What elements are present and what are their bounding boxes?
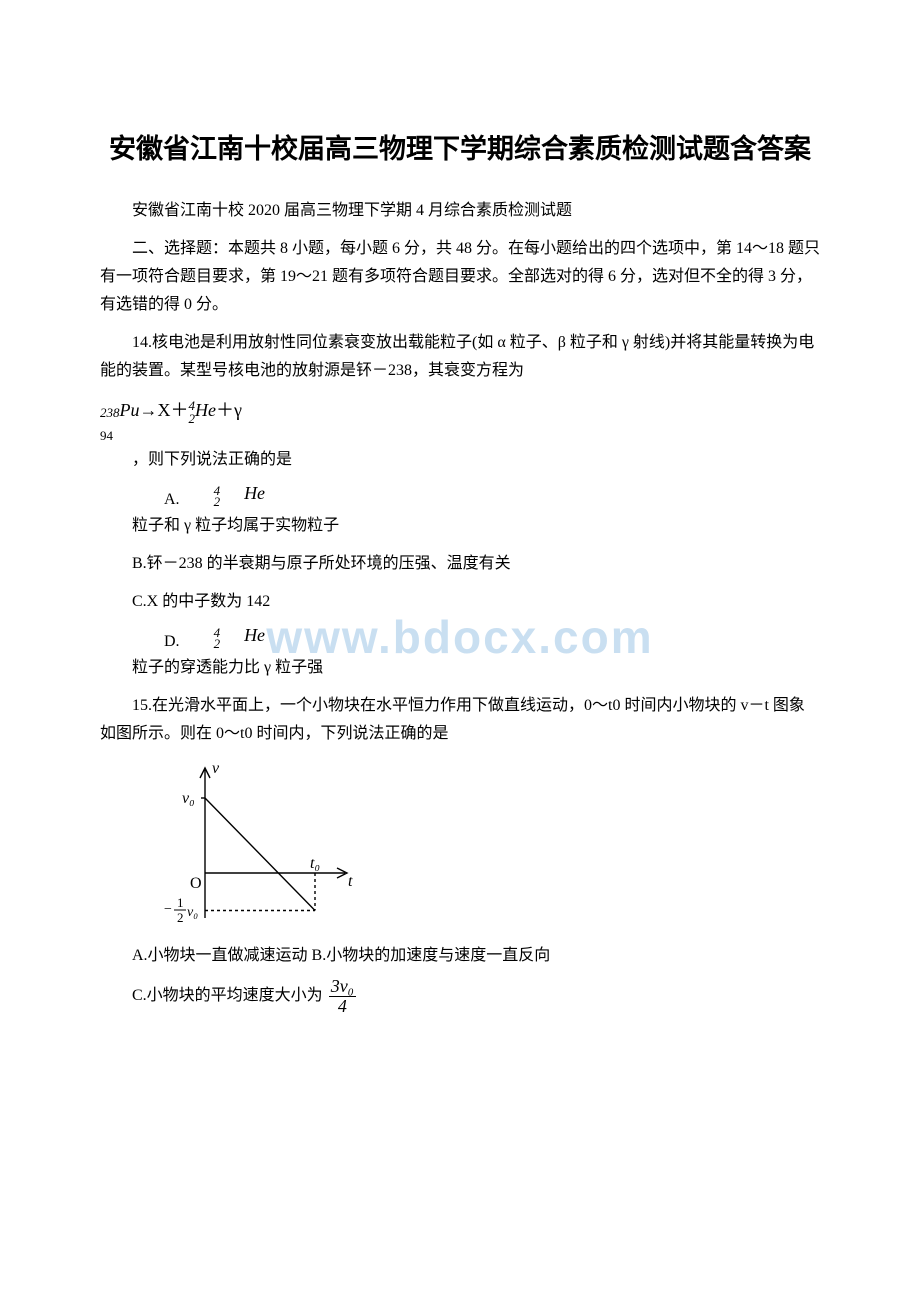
q14-stem-1: 14.核电池是利用放射性同位素衰变放出载能粒子(如 α 粒子、β 粒子和 γ 射…	[100, 329, 820, 385]
chart-x-label: t	[348, 873, 353, 890]
pu-z: 94	[100, 429, 820, 442]
page-title: 安徽省江南十校届高三物理下学期综合素质检测试题含答案	[100, 130, 820, 169]
pu-mass: 238	[100, 405, 120, 420]
svg-text:−: −	[164, 902, 172, 917]
q15-option-ab: A.小物块一直做减速运动 B.小物块的加速度与速度一直反向	[100, 941, 820, 971]
q14-option-b: B.钚－238 的半衰期与原子所处环境的压强、温度有关	[100, 550, 820, 578]
q15-stem: 15.在光滑水平面上，一个小物块在水平恒力作用下做直线运动，0～t0 时间内小物…	[100, 692, 820, 748]
q15-c-den: 4	[329, 997, 356, 1016]
chart-t0-label: t₀	[310, 855, 320, 872]
opt-d-he-sym: He	[212, 626, 265, 644]
subtitle: 安徽省江南十校 2020 届高三物理下学期 4 月综合素质检测试题	[100, 197, 820, 225]
page: 安徽省江南十校届高三物理下学期综合素质检测试题含答案 安徽省江南十校 2020 …	[0, 0, 920, 1062]
q15-option-c: C.小物块的平均速度大小为 3v₀ 4	[100, 977, 820, 1016]
q14-equation: 238 Pu→X＋42He＋γ	[100, 395, 820, 427]
opt-d-prefix: D.	[132, 634, 180, 650]
pu-symbol: Pu	[120, 400, 140, 420]
section-intro: 二、选择题：本题共 8 小题，每小题 6 分，共 48 分。在每小题给出的四个选…	[100, 235, 820, 319]
q14-option-d-text: 粒子的穿透能力比 γ 粒子强	[100, 654, 820, 682]
svg-text:2: 2	[177, 910, 184, 925]
q14-option-a-text: 粒子和 γ 粒子均属于实物粒子	[100, 512, 820, 540]
q15-vt-chart: v v₀ O t₀ t − 1 2 v₀	[160, 758, 360, 933]
q14-option-a-isotope: A. 4 2 He	[100, 484, 820, 508]
he-symbol: He	[195, 400, 216, 420]
q14-option-c: C.X 的中子数为 142	[100, 588, 820, 616]
svg-text:v₀: v₀	[187, 905, 198, 920]
q15-c-num: 3v₀	[329, 977, 356, 997]
chart-origin-label: O	[190, 875, 202, 892]
q14-stem-2: ，则下列说法正确的是	[100, 446, 820, 474]
svg-text:1: 1	[177, 895, 184, 910]
opt-a-prefix: A.	[132, 492, 180, 508]
eq-gamma: ＋γ	[216, 400, 242, 420]
chart-y-label: v	[212, 760, 220, 777]
eq-arrow: →X＋	[140, 400, 189, 420]
q15-c-prefix: C.小物块的平均速度大小为	[132, 981, 323, 1011]
chart-v0-label: v₀	[182, 790, 195, 807]
opt-a-he-sym: He	[212, 484, 265, 502]
q14-option-d-isotope: D. 4 2 He	[100, 626, 820, 650]
